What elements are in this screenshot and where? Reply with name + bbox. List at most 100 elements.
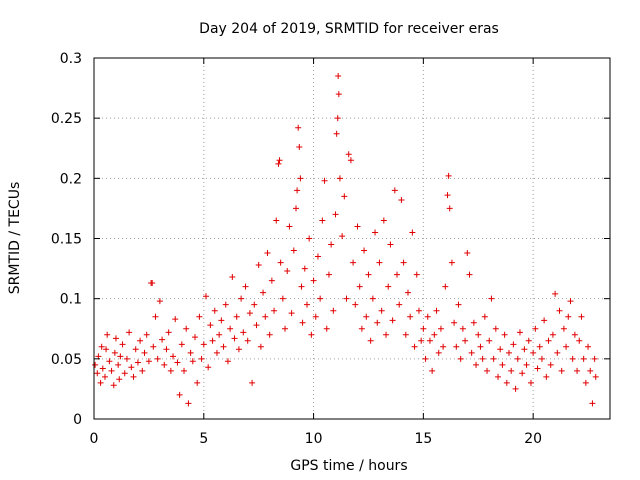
data-point xyxy=(418,337,425,344)
data-point xyxy=(464,249,471,256)
data-point xyxy=(466,271,473,278)
data-point xyxy=(361,247,368,254)
data-point xyxy=(279,295,286,302)
data-point xyxy=(121,370,128,377)
data-points xyxy=(92,73,599,407)
data-point xyxy=(298,283,305,290)
data-point xyxy=(431,331,438,338)
data-point xyxy=(558,367,565,374)
data-point xyxy=(104,331,111,338)
data-point xyxy=(429,367,436,374)
data-point xyxy=(273,217,280,224)
data-point xyxy=(446,205,453,212)
data-point xyxy=(251,301,258,308)
data-point xyxy=(445,172,452,179)
data-point xyxy=(356,283,363,290)
data-point xyxy=(585,343,592,350)
data-point xyxy=(253,322,260,329)
data-point xyxy=(455,301,462,308)
data-point xyxy=(266,331,273,338)
data-point xyxy=(387,241,394,248)
data-point xyxy=(442,283,449,290)
data-point xyxy=(103,346,110,353)
data-point xyxy=(152,313,159,320)
data-point xyxy=(97,379,104,386)
data-point xyxy=(415,307,422,314)
data-point xyxy=(383,331,390,338)
data-point xyxy=(333,130,340,137)
data-point xyxy=(308,331,315,338)
data-point xyxy=(420,325,427,332)
data-point xyxy=(321,177,328,184)
data-point xyxy=(547,361,554,368)
data-point xyxy=(486,337,493,344)
data-point xyxy=(165,329,172,336)
data-point xyxy=(422,355,429,362)
data-point xyxy=(495,373,502,380)
data-point xyxy=(552,290,559,297)
data-point xyxy=(220,343,227,350)
data-point xyxy=(181,367,188,374)
data-point xyxy=(391,187,398,194)
data-point xyxy=(473,361,480,368)
data-point xyxy=(211,307,218,314)
data-point xyxy=(200,341,207,348)
data-point xyxy=(389,317,396,324)
data-point xyxy=(271,307,278,314)
data-point xyxy=(238,295,245,302)
data-point xyxy=(115,361,122,368)
data-point xyxy=(112,335,119,342)
data-point xyxy=(202,293,209,300)
data-point xyxy=(549,331,556,338)
data-point xyxy=(194,379,201,386)
data-point xyxy=(116,376,123,383)
tick-labels: 0 5 10 15 20 0 0.05 0.1 0.15 0.2 0.25 0.3 xyxy=(51,51,542,447)
data-point xyxy=(512,385,519,392)
data-point xyxy=(580,355,587,362)
x-tick-label: 5 xyxy=(199,431,208,447)
data-point xyxy=(294,187,301,194)
data-point xyxy=(554,349,561,356)
data-point xyxy=(582,379,589,386)
data-point xyxy=(477,343,484,350)
data-point xyxy=(332,211,339,218)
data-point xyxy=(312,313,319,320)
data-point xyxy=(451,319,458,326)
data-point xyxy=(394,271,401,278)
data-point xyxy=(569,355,576,362)
chart-title: Day 204 of 2019, SRMTID for receiver era… xyxy=(199,21,499,37)
data-point xyxy=(591,355,598,362)
data-point xyxy=(440,343,447,350)
data-point xyxy=(530,349,537,356)
data-point xyxy=(167,367,174,374)
data-point xyxy=(159,336,166,343)
data-point xyxy=(369,295,376,302)
data-point xyxy=(343,295,350,302)
data-point xyxy=(347,157,354,164)
data-point xyxy=(317,295,324,302)
data-point xyxy=(592,373,599,380)
x-tick-label: 10 xyxy=(305,431,323,447)
y-tick-label: 0.15 xyxy=(51,232,82,248)
data-point xyxy=(249,379,256,386)
data-point xyxy=(185,400,192,407)
data-point xyxy=(264,249,271,256)
data-point xyxy=(297,175,304,182)
data-point xyxy=(213,349,220,356)
data-point xyxy=(400,259,407,266)
data-point xyxy=(282,325,289,332)
data-point xyxy=(479,355,486,362)
data-point xyxy=(229,274,236,281)
data-point xyxy=(260,289,267,296)
y-tick-label: 0 xyxy=(73,412,82,428)
data-point xyxy=(134,359,141,366)
data-point xyxy=(376,259,383,266)
data-point xyxy=(497,346,504,353)
data-point xyxy=(563,343,570,350)
data-point xyxy=(444,192,451,199)
data-point xyxy=(567,298,574,305)
x-tick-label: 20 xyxy=(524,431,542,447)
data-point xyxy=(244,337,251,344)
y-tick-label: 0.1 xyxy=(60,292,82,308)
data-point xyxy=(339,233,346,240)
